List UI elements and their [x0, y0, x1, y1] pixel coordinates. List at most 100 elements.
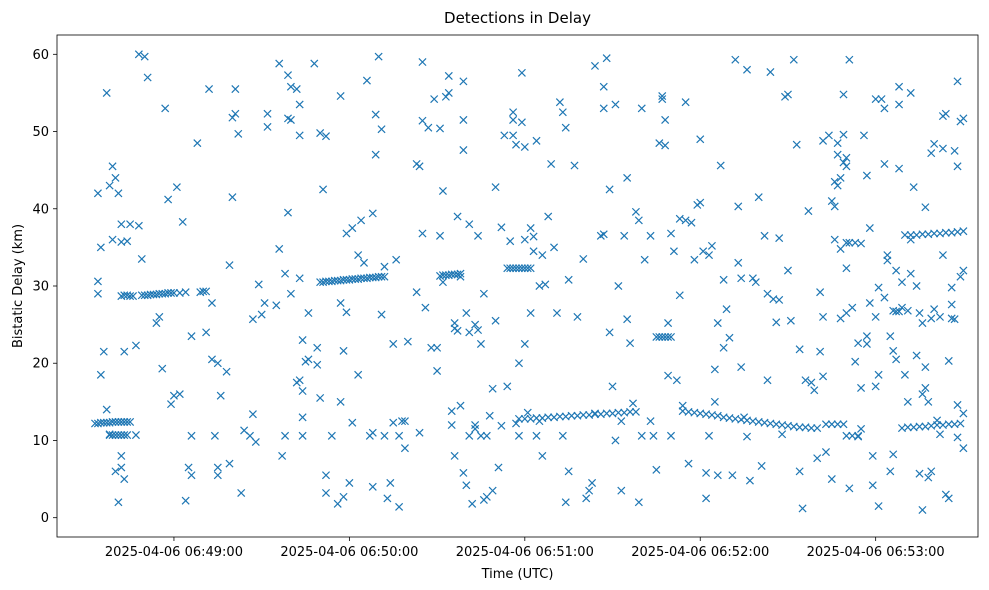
detection-point — [538, 251, 547, 260]
detection-point — [474, 231, 483, 240]
detection-point — [938, 251, 947, 260]
detection-point — [555, 98, 564, 107]
detection-point — [672, 376, 681, 385]
detection-point — [871, 312, 880, 321]
detection-point — [658, 95, 667, 104]
detection-point — [164, 288, 173, 297]
detection-point — [313, 343, 322, 352]
detection-point — [640, 255, 649, 264]
detection-point — [281, 269, 290, 278]
detection-point — [509, 108, 518, 117]
detection-point — [283, 71, 293, 80]
detection-point — [275, 59, 284, 68]
detection-point — [819, 372, 828, 381]
detection-point — [763, 376, 772, 385]
detection-point — [96, 418, 105, 427]
detection-point — [517, 118, 526, 127]
detection-point — [775, 295, 784, 304]
detection-point — [775, 234, 784, 243]
detection-point — [471, 320, 480, 329]
detection-point — [450, 451, 459, 460]
detection-point — [833, 150, 842, 159]
detection-point — [561, 498, 570, 507]
detection-point — [626, 407, 635, 416]
detection-point — [465, 220, 474, 229]
detection-point — [471, 420, 480, 430]
detection-point — [377, 125, 386, 134]
detection-point — [245, 431, 254, 440]
detection-point — [286, 115, 295, 124]
y-tick-label: 20 — [32, 357, 49, 372]
detection-point — [927, 149, 936, 158]
x-tick-label: 2025-04-06 06:51:00 — [456, 545, 594, 560]
detection-point — [702, 494, 711, 503]
detection-point — [257, 310, 266, 319]
detection-point — [938, 144, 947, 153]
detection-point — [456, 269, 465, 278]
detection-point — [117, 220, 126, 229]
detection-point — [623, 315, 632, 324]
detection-point — [722, 305, 731, 314]
detection-point — [497, 223, 506, 232]
detection-point — [517, 68, 526, 77]
detection-point — [865, 224, 874, 233]
detection-point — [953, 77, 962, 86]
detection-point — [713, 411, 722, 420]
detection-point — [117, 431, 126, 440]
detection-point — [915, 422, 924, 431]
detection-point — [883, 251, 892, 260]
detection-point — [526, 309, 535, 318]
detection-point — [321, 488, 331, 498]
detection-point — [491, 183, 500, 192]
detection-point — [889, 450, 898, 459]
detection-point — [620, 231, 629, 240]
y-tick-label: 60 — [32, 48, 49, 63]
detection-point — [193, 139, 202, 148]
detection-point — [263, 109, 272, 118]
detection-point — [435, 124, 445, 133]
detection-point — [626, 339, 635, 348]
detection-point — [734, 258, 743, 267]
detection-point — [552, 309, 561, 318]
detection-point — [725, 333, 734, 342]
detection-point — [172, 183, 181, 192]
detection-point — [836, 244, 845, 253]
detection-point — [169, 391, 178, 400]
detection-point — [807, 378, 816, 387]
y-axis-label: Bistatic Delay (km) — [11, 224, 26, 348]
detection-point — [456, 272, 465, 281]
detection-point — [465, 328, 474, 337]
detection-point — [488, 486, 497, 495]
detection-point — [520, 339, 529, 348]
detection-point — [795, 423, 804, 432]
detection-point — [918, 319, 927, 328]
y-tick-label: 50 — [32, 125, 49, 140]
detection-point — [471, 424, 480, 433]
detection-point — [362, 76, 371, 85]
detection-point — [895, 164, 904, 173]
detection-point — [862, 332, 871, 341]
detection-point — [909, 183, 918, 192]
detection-point — [599, 82, 608, 91]
detection-point — [614, 408, 623, 417]
detection-point — [523, 264, 532, 273]
detection-point — [585, 486, 594, 495]
detection-point — [111, 173, 120, 182]
detection-point — [816, 347, 825, 356]
detection-point — [523, 408, 532, 417]
detection-point — [336, 397, 345, 406]
detection-point — [228, 193, 237, 202]
detection-point — [704, 251, 714, 260]
detection-point — [661, 115, 670, 124]
y-tick-label: 10 — [32, 434, 49, 449]
detection-point — [795, 345, 804, 354]
detection-point — [216, 391, 225, 400]
detection-point — [924, 397, 933, 406]
detection-point — [690, 255, 699, 264]
detection-point — [117, 463, 126, 472]
detection-point — [617, 486, 626, 495]
detection-point — [529, 232, 538, 241]
x-axis: 2025-04-06 06:49:00 2025-04-06 06:50:00 20… — [105, 537, 945, 560]
detection-point — [906, 88, 915, 97]
